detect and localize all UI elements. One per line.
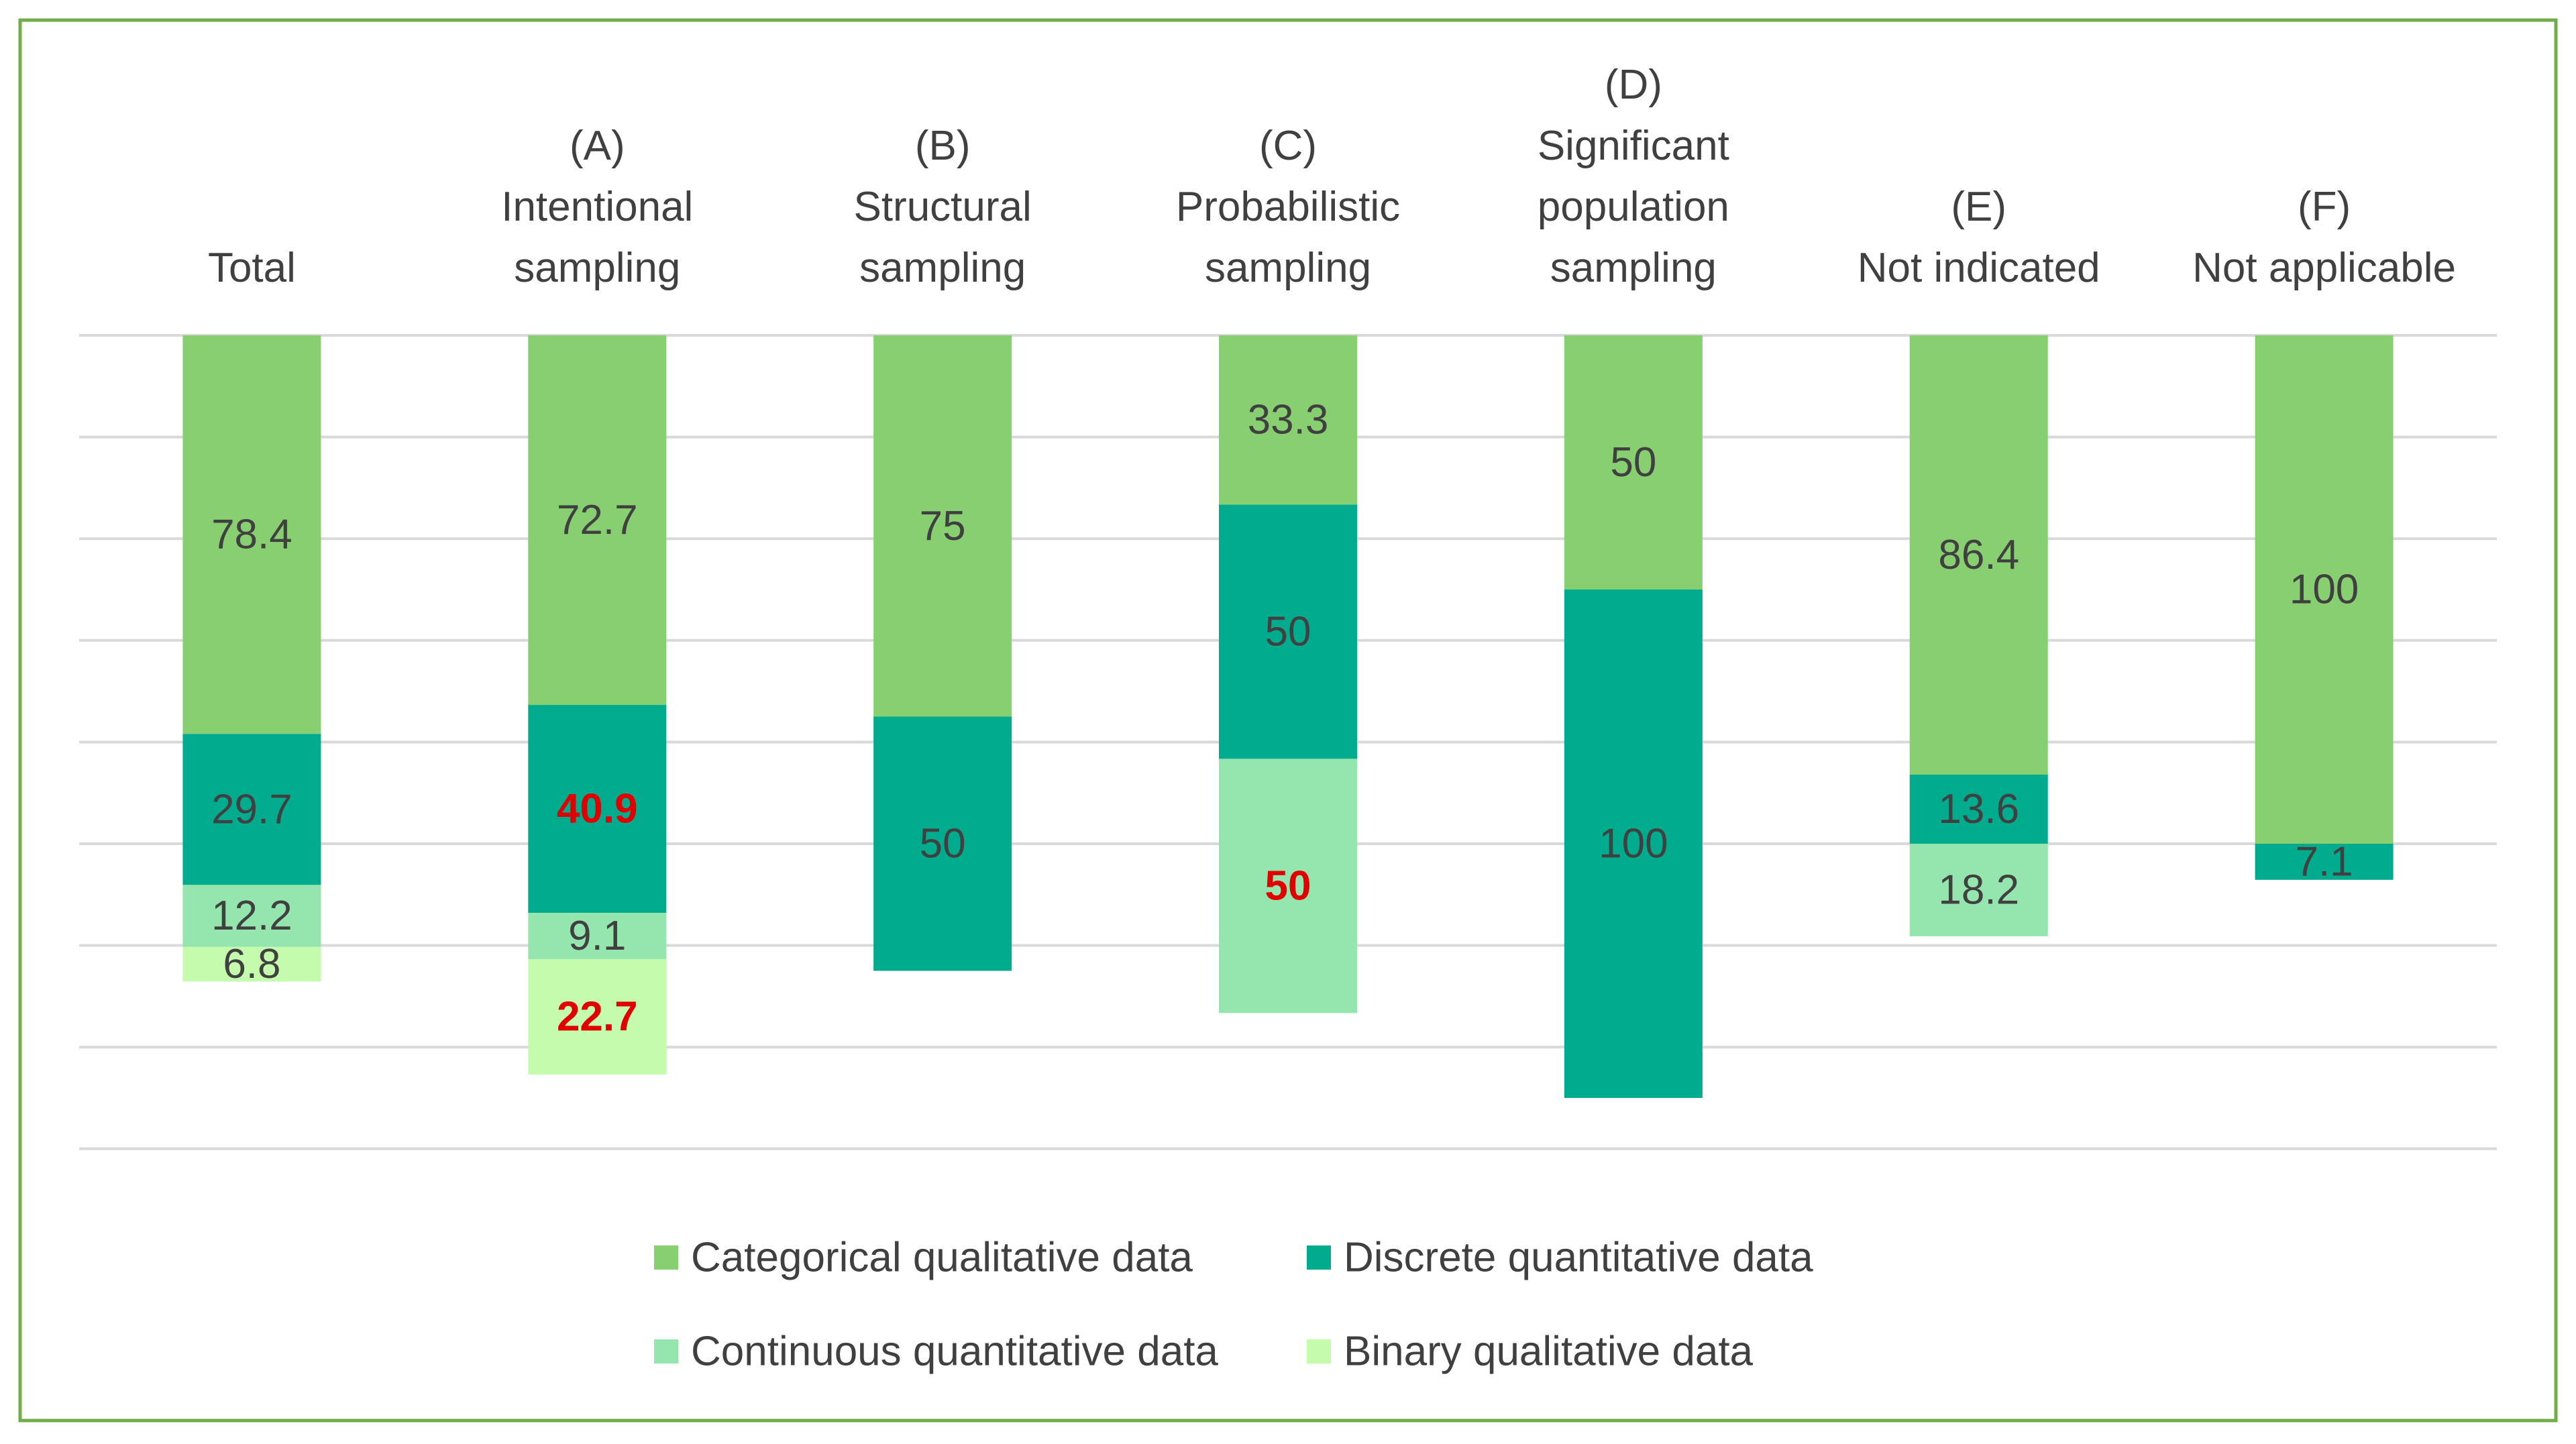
data-label: 100 [1599, 821, 1668, 867]
category-label: sampling [1550, 245, 1717, 291]
data-label: 75 [920, 503, 966, 549]
data-label: 22.7 [557, 994, 638, 1040]
data-label: 86.4 [1938, 532, 2019, 578]
category-label: (A) [570, 123, 625, 169]
bars [182, 335, 2394, 1098]
data-label: 12.2 [211, 893, 292, 939]
category-label: sampling [1205, 245, 1371, 291]
bar-segment [1564, 335, 1703, 590]
data-labels: 78.4 29.7 12.26.8 72.7 40.9 9.1 22.7 75 50 33.3 50… [211, 397, 2359, 1040]
data-label: 50 [1265, 608, 1311, 655]
category-label: Significant [1538, 123, 1729, 169]
data-label: 29.7 [211, 786, 292, 832]
legend-label: Discrete quantitative data [1344, 1235, 1813, 1281]
category-label: population [1538, 184, 1729, 230]
bar-segment [1564, 590, 1703, 1098]
legend-swatch [1307, 1245, 1331, 1270]
bar-segment [528, 913, 667, 960]
bar-segment [873, 335, 1012, 717]
data-label: 78.4 [211, 512, 292, 558]
legend-label: Continuous quantitative data [691, 1329, 1218, 1375]
data-label: 72.7 [557, 497, 638, 543]
bar-segment [182, 885, 321, 947]
bar-segment [2255, 335, 2394, 844]
bar-segment [528, 335, 667, 706]
category-label: Structural [853, 184, 1031, 230]
bar-segment [1219, 335, 1357, 505]
bar-segment [1219, 504, 1357, 759]
bar-segment [182, 335, 321, 734]
legend-label: Categorical qualitative data [691, 1235, 1193, 1281]
category-label: sampling [514, 245, 680, 291]
category-label: (D) [1605, 62, 1662, 108]
bar-segment [1909, 844, 2048, 936]
bar-segment [2255, 844, 2394, 880]
data-label: 50 [1610, 439, 1656, 486]
category-label: Total [208, 245, 296, 291]
category-labels: Total (A) Intentional sampling (B) Structural… [208, 62, 2456, 291]
category-label: Not indicated [1858, 245, 2100, 291]
legend: Categorical qualitative data Discrete qua… [654, 1235, 1813, 1375]
legend-label: Binary qualitative data [1344, 1329, 1754, 1375]
bar-segment [1909, 335, 2048, 775]
data-label: 50 [1265, 863, 1311, 909]
category-label: Probabilistic [1176, 184, 1400, 230]
data-label: 6.8 [223, 941, 280, 987]
category-label: (C) [1259, 123, 1317, 169]
legend-swatch [654, 1339, 678, 1364]
category-label: (E) [1951, 184, 2006, 230]
data-label: 33.3 [1248, 397, 1329, 443]
bar-segment [873, 716, 1012, 971]
category-label: Intentional [501, 184, 693, 230]
data-label: 50 [920, 821, 966, 867]
category-label: (B) [915, 123, 971, 169]
category-label: sampling [859, 245, 1026, 291]
data-label: 13.6 [1938, 786, 2019, 832]
data-label: 7.1 [2295, 838, 2353, 885]
bar-segment [1909, 774, 2048, 844]
bar-segment [528, 705, 667, 913]
legend-swatch [1307, 1339, 1331, 1364]
bar-segment [182, 734, 321, 885]
category-label: (F) [2298, 184, 2351, 230]
data-label: 18.2 [1938, 867, 2019, 913]
bar-segment [1219, 759, 1357, 1013]
category-label: Not applicable [2192, 245, 2456, 291]
data-label: 40.9 [557, 786, 638, 832]
bar-segment [528, 959, 667, 1075]
legend-swatch [654, 1245, 678, 1270]
bar-segment [182, 946, 321, 982]
data-label: 9.1 [568, 913, 626, 959]
data-label: 100 [2290, 567, 2359, 613]
